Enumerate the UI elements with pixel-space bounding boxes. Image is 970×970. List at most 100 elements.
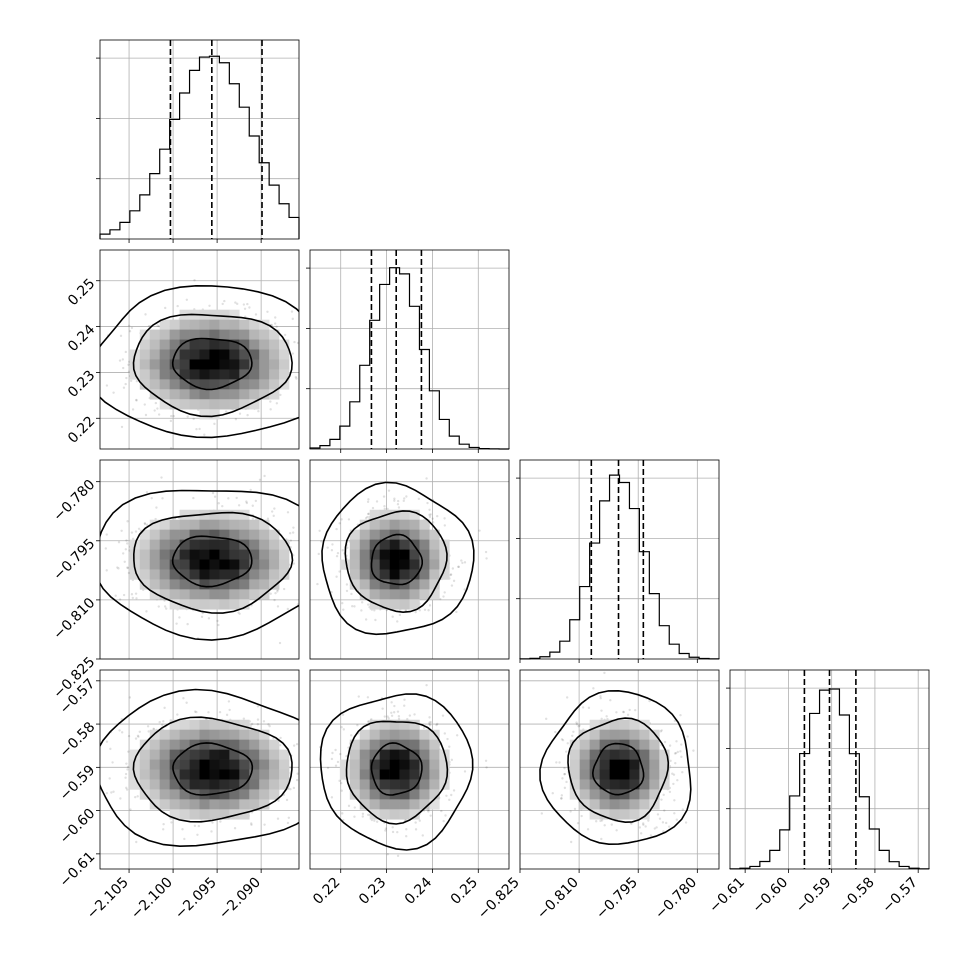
density-cell	[429, 539, 440, 550]
density-cell	[219, 509, 230, 520]
sample-point	[181, 828, 184, 831]
sample-point	[428, 722, 431, 726]
density-cell	[169, 529, 180, 540]
sample-point	[439, 597, 442, 601]
sample-point	[391, 830, 395, 834]
density-cell	[159, 549, 170, 560]
density-cell	[439, 569, 450, 580]
sample-point	[393, 704, 396, 708]
sample-point	[277, 799, 280, 802]
sample-point	[279, 736, 282, 740]
sample-point	[330, 749, 332, 751]
density-cell	[249, 369, 260, 380]
sample-point	[463, 770, 467, 773]
sample-point	[275, 325, 278, 328]
sample-point	[130, 326, 134, 330]
density-cell	[229, 569, 240, 580]
sample-point	[366, 515, 369, 519]
density-cell	[129, 549, 141, 560]
sample-point	[311, 756, 313, 758]
sample-point	[310, 553, 312, 555]
sample-point	[303, 350, 305, 352]
density-cell	[429, 549, 440, 560]
sample-point	[105, 740, 109, 743]
sample-point	[428, 515, 432, 519]
sample-point	[210, 830, 213, 833]
density-cell	[249, 389, 260, 400]
density-cell	[179, 549, 190, 560]
density-cell	[199, 809, 210, 820]
sample-point	[216, 619, 219, 623]
sample-point	[123, 560, 126, 563]
sample-point	[312, 771, 314, 773]
sample-point	[335, 575, 338, 578]
sample-point	[112, 391, 115, 394]
sample-point	[390, 711, 393, 714]
sample-point	[163, 599, 166, 602]
sample-point	[254, 499, 258, 503]
density-cell	[179, 319, 190, 330]
sample-point	[435, 723, 438, 727]
sample-point	[307, 519, 309, 521]
density-cell	[149, 749, 160, 760]
sample-point	[357, 589, 361, 592]
sample-point	[256, 723, 260, 726]
sample-point	[92, 588, 94, 590]
density-cell	[349, 539, 361, 550]
sample-point	[128, 696, 132, 699]
sample-point	[321, 369, 323, 371]
sample-point	[291, 352, 295, 355]
density-cell	[209, 739, 220, 750]
density-cell	[259, 749, 270, 760]
sample-point	[160, 476, 163, 479]
sample-point	[428, 508, 431, 511]
density-cell	[229, 599, 240, 610]
density-cell	[179, 529, 190, 540]
sample-point	[427, 810, 430, 813]
density-cell	[189, 379, 200, 390]
sample-point	[227, 497, 230, 500]
density-cell	[229, 749, 240, 760]
density-cell	[219, 759, 230, 770]
density-cell	[239, 769, 250, 780]
sample-point	[305, 404, 307, 406]
density-cell	[269, 379, 280, 390]
density-cell	[199, 579, 210, 590]
density-cell	[249, 569, 260, 580]
density-cell	[209, 569, 220, 580]
density-cell	[269, 349, 280, 360]
density-cell	[209, 749, 220, 760]
density-cell	[219, 389, 230, 400]
sample-point	[393, 499, 396, 502]
density-cell	[219, 359, 230, 370]
sample-point	[238, 412, 242, 415]
density-cell	[159, 749, 170, 760]
density-cell	[229, 509, 240, 520]
density-cell	[149, 359, 160, 370]
density-cell	[209, 539, 220, 550]
density-cell	[249, 779, 260, 790]
sample-point	[367, 720, 371, 723]
density-cell	[169, 329, 180, 340]
density-cell	[209, 529, 220, 540]
density-cell	[209, 809, 220, 820]
sample-point	[192, 417, 195, 421]
density-cell	[149, 539, 160, 550]
sample-point	[279, 743, 282, 747]
density-cell	[239, 599, 250, 610]
sample-point	[302, 747, 304, 749]
density-cell	[269, 769, 280, 780]
density-cell	[389, 519, 400, 530]
density-cell	[429, 589, 440, 600]
density-cell	[279, 559, 290, 570]
sample-point	[172, 414, 175, 418]
sample-point	[137, 527, 141, 531]
density-cell	[419, 589, 430, 600]
density-cell	[279, 749, 290, 760]
density-cell	[189, 399, 200, 410]
density-cell	[269, 579, 280, 590]
density-cell	[159, 779, 170, 790]
density-cell	[159, 569, 170, 580]
density-cell	[179, 769, 190, 780]
sample-point	[360, 609, 363, 612]
